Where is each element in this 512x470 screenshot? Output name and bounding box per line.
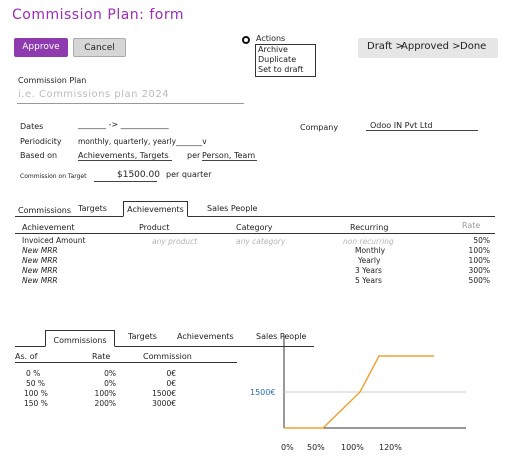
table-cell: New MRR: [22, 266, 58, 275]
commission-target-label: Commission on Target: [20, 173, 87, 180]
x-tick-label: 0%: [281, 443, 294, 452]
status-bar: [358, 38, 498, 58]
action-set-to-draft[interactable]: Set to draft: [258, 65, 304, 74]
plan-name-underline: [17, 103, 244, 104]
table-cell[interactable]: 100%: [94, 389, 116, 398]
status-approved[interactable]: Approved >: [401, 41, 461, 52]
table-cell[interactable]: 0€: [166, 369, 176, 378]
table-cell[interactable]: 0%: [104, 369, 116, 378]
table-cell[interactable]: 300%: [468, 266, 490, 275]
table-cell[interactable]: 100%: [468, 256, 490, 265]
target-period-label: per quarter: [166, 170, 212, 179]
table-header-line: [15, 233, 495, 234]
table-cell: New MRR: [22, 256, 58, 265]
table-cell[interactable]: 0€: [166, 379, 176, 388]
table-cell[interactable]: 3000€: [152, 399, 176, 408]
column-header: Recurring: [350, 223, 389, 232]
table-cell: New MRR: [22, 276, 58, 285]
y-tick-label: 1500€: [250, 388, 276, 397]
page-title: Commission Plan: form: [12, 7, 184, 23]
table-cell: New MRR: [22, 246, 58, 255]
table-cell[interactable]: 5 Years: [355, 276, 382, 285]
actions-menu-label[interactable]: Actions: [256, 34, 286, 43]
table-cell[interactable]: 100 %: [24, 389, 48, 398]
status-draft[interactable]: Draft >: [367, 41, 404, 52]
table-cell[interactable]: 100%: [468, 246, 490, 255]
x-tick-label: 100%: [341, 443, 364, 452]
commission-series-line: [284, 355, 434, 429]
based-on-underline: [78, 160, 172, 161]
table-cell[interactable]: 50 %: [26, 379, 46, 388]
table-cell[interactable]: 0 %: [26, 369, 41, 378]
x-tick-label: 120%: [379, 443, 402, 452]
commission-chart: [283, 336, 466, 429]
actions-dropdown: Archive Duplicate Set to draft: [255, 44, 316, 77]
table-cell[interactable]: non recurring: [343, 237, 394, 246]
table-cell[interactable]: 500%: [468, 276, 490, 285]
status-done[interactable]: Done: [460, 41, 487, 52]
table-cell[interactable]: 150 %: [24, 399, 48, 408]
periodicity-select[interactable]: monthly, quarterly, yearly_______v: [78, 137, 207, 146]
based-on-field[interactable]: Achievements, Targets: [78, 151, 169, 160]
tab-sales-people-bottom[interactable]: Sales People: [256, 332, 307, 341]
tabs-baseline-right: [114, 346, 314, 347]
company-field[interactable]: Odoo IN Pvt Ltd: [370, 121, 433, 130]
tabs-baseline: [15, 216, 495, 217]
table-cell[interactable]: any category: [236, 237, 286, 246]
per-field[interactable]: Person, Team: [202, 151, 256, 160]
table-cell: Invoiced Amount: [22, 236, 86, 245]
column-header: Rate: [92, 352, 111, 361]
table-cell[interactable]: Monthly: [355, 246, 386, 255]
table-header-line: [15, 362, 237, 363]
x-tick-label: 50%: [307, 443, 325, 452]
column-header: Product: [139, 223, 170, 232]
per-label: per: [187, 151, 201, 160]
approve-button[interactable]: Approve: [14, 38, 68, 57]
plan-label: Commission Plan: [18, 76, 87, 85]
column-header: As. of: [15, 352, 38, 361]
tab-targets[interactable]: Targets: [78, 204, 107, 213]
table-cell[interactable]: 0%: [104, 379, 116, 388]
table-cell[interactable]: 200%: [94, 399, 116, 408]
tab-targets-bottom[interactable]: Targets: [128, 332, 157, 341]
tab-commissions[interactable]: Commissions: [18, 206, 71, 215]
commission-target-underline: [94, 181, 157, 182]
tabs-baseline-left: [15, 346, 45, 347]
action-duplicate[interactable]: Duplicate: [258, 55, 297, 64]
company-underline: [366, 130, 478, 131]
column-header: Category: [236, 223, 273, 232]
periodicity-label: Periodicity: [20, 137, 62, 146]
table-cell[interactable]: any product: [152, 237, 198, 246]
table-cell[interactable]: 1500€: [152, 389, 176, 398]
column-header: Achievement: [22, 223, 75, 232]
dates-field[interactable]: _______ -> ____________: [78, 120, 169, 129]
plan-name-input[interactable]: i.e. Commissions plan 2024: [18, 89, 170, 100]
table-cell[interactable]: 3 Years: [355, 266, 382, 275]
company-label: Company: [300, 123, 339, 132]
table-cell[interactable]: Yearly: [358, 256, 381, 265]
column-header: Commission: [143, 352, 192, 361]
commission-target-input[interactable]: $1500.00: [117, 170, 160, 180]
tab-achievements-bottom[interactable]: Achievements: [177, 332, 234, 341]
gear-icon[interactable]: [242, 36, 250, 44]
column-header: Rate: [462, 221, 481, 230]
per-underline: [202, 160, 257, 161]
dates-label: Dates: [20, 122, 44, 131]
based-on-label: Based on: [20, 151, 58, 160]
tab-achievements[interactable]: Achievements: [123, 201, 188, 217]
action-archive[interactable]: Archive: [258, 45, 288, 54]
tab-commissions-bottom[interactable]: Commissions: [45, 330, 115, 347]
table-cell[interactable]: 50%: [473, 236, 490, 245]
tab-sales-people[interactable]: Sales People: [207, 204, 258, 213]
cancel-button[interactable]: Cancel: [73, 38, 126, 57]
